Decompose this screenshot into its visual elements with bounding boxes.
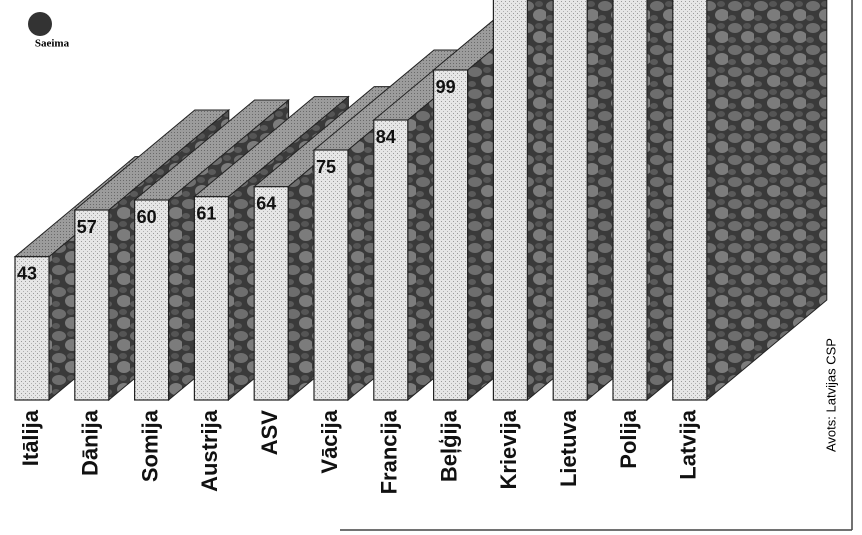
bar-side [706,0,828,402]
value-label: 61 [196,203,216,223]
bars: 43 57 60 61 64 75 84 99 [13,0,828,402]
bar [672,0,708,401]
x-tick-label: Krievija [496,409,521,489]
bar [373,119,409,401]
bar [612,0,648,401]
bar [313,149,349,401]
x-tick-label: Vācija [317,409,342,473]
bar [492,0,528,401]
x-tick-label: Polija [616,409,641,468]
bar [253,186,289,401]
x-tick-label: Francija [377,409,402,494]
value-label: 60 [137,207,157,227]
value-label: 64 [256,193,276,213]
x-tick-label: Beļģija [436,409,461,482]
x-tick-label: Itālija [18,409,43,466]
logo-emblem [28,12,52,36]
x-tick-label: Lietuva [556,409,581,487]
source-note: Avots: Latvijas CSP [823,338,838,452]
value-label: 84 [376,127,396,147]
x-tick-label: Dānija [78,409,103,476]
bar [552,0,588,401]
value-label: 57 [77,217,97,237]
logo: Saeima [28,12,70,50]
x-tick-label: Somija [137,409,162,482]
bar [433,69,469,401]
x-tick-label: Latvija [676,409,701,479]
bar [14,256,50,401]
x-tick-label: Austrija [197,409,222,492]
value-label: 75 [316,157,336,177]
value-label: 43 [17,263,37,283]
bar [134,199,170,401]
logo-text: Saeima [35,38,70,50]
bar [193,196,229,401]
value-label: 99 [436,77,456,97]
bar [74,209,110,401]
x-tick-label: ASV [257,410,282,456]
